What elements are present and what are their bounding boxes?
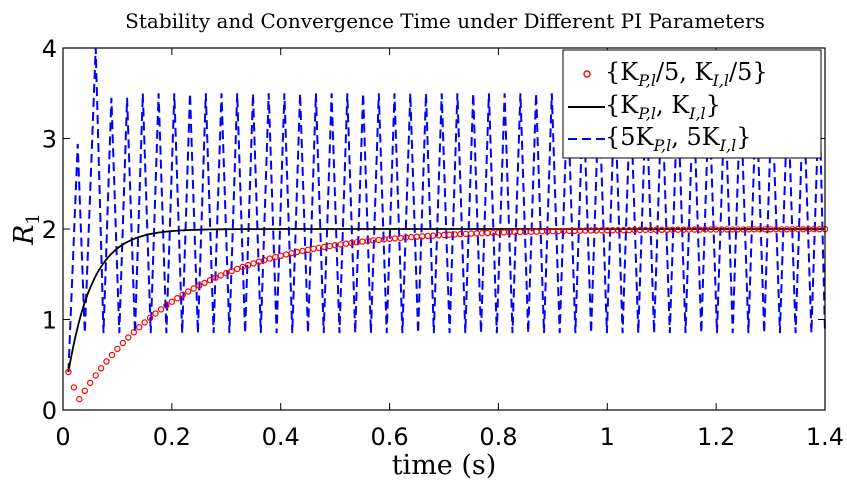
y-axis-label: R1 [9,213,44,246]
series-marker-slow [195,282,203,289]
series-line-base [67,228,824,373]
series-marker-slow [152,310,159,317]
series-marker-slow [212,274,219,281]
series-marker-slow [206,277,214,284]
chart-title: Stability and Convergence Time under Dif… [125,9,765,33]
y-tick-label: 4 [42,35,57,63]
series-marker-slow [135,324,143,331]
series-marker-slow [168,298,176,305]
series-marker-slow [65,368,72,376]
y-axis-label-main: R [9,225,40,246]
series-marker-slow [255,258,263,265]
series-marker-slow [174,295,181,302]
series-line-5x [67,47,826,373]
legend-label: {KP,l, KI,l} [605,91,721,123]
legend-entries: {KP,l/5, KI,l/5}{KP,l, KI,l}{5KP,l, 5KI,… [568,58,768,155]
y-tick-label: 3 [42,126,57,154]
legend-label: {5KP,l, 5KI,l} [605,123,751,155]
x-tick-label: 0 [55,423,70,451]
series-marker-slow [217,272,224,279]
series-marker-slow [114,345,121,353]
series-marker-slow [228,267,235,275]
legend-box [562,49,822,159]
y-tick-label: 1 [42,307,57,335]
series-marker-slow [266,255,273,262]
legend-label: {KP,l/5, KI,l/5} [605,58,768,90]
x-tick-label: 0.8 [479,423,517,451]
x-tick-label: 1.4 [806,423,844,451]
x-tick-label: 1 [600,423,615,451]
series-marker-slow [146,314,154,321]
series-marker-slow [244,261,252,269]
series-marker-slow [81,387,89,394]
y-axis-label-sub: 1 [23,213,44,224]
series-layer [65,47,829,403]
series-marker-slow [103,358,110,365]
series-marker-slow [277,252,284,259]
series-marker-slow [250,260,257,267]
series-marker-slow [239,263,246,271]
x-tick-label: 0.4 [262,423,300,451]
series-marker-slow [76,395,83,403]
series-marker-slow [190,285,197,292]
series-marker-slow [223,269,230,277]
x-axis-label: time (s) [392,450,497,481]
series-marker-slow [184,288,192,295]
series-marker-slow [201,279,208,287]
x-tick-label: 0.6 [370,423,408,451]
series-marker-slow [86,379,94,387]
series-marker-slow [179,291,186,298]
legend: {KP,l/5, KI,l/5}{KP,l, KI,l}{5KP,l, 5KI,… [562,49,822,159]
series-marker-slow [125,334,132,341]
series-marker-slow [157,306,165,313]
y-tick-label: 0 [42,397,57,425]
series-marker-slow [233,265,241,273]
series-marker-slow [130,329,137,336]
x-tick-label: 1.2 [697,423,735,451]
y-axis-label-group: R1 [9,213,44,246]
series-marker-slow [119,339,127,347]
series-marker-slow [163,302,170,309]
y-tick-label: 2 [42,216,57,244]
series-marker-slow [97,365,105,372]
series-marker-slow [141,319,148,326]
x-tick-label: 0.2 [153,423,191,451]
series-marker-slow [92,372,99,379]
series-marker-slow [70,384,78,391]
legend-swatch-slow [583,70,591,78]
series-marker-slow [108,351,116,359]
ticks-layer: 0 0.2 0.4 0.6 0.8 1 1.2 1.4 0 1 2 3 4 [42,35,844,451]
